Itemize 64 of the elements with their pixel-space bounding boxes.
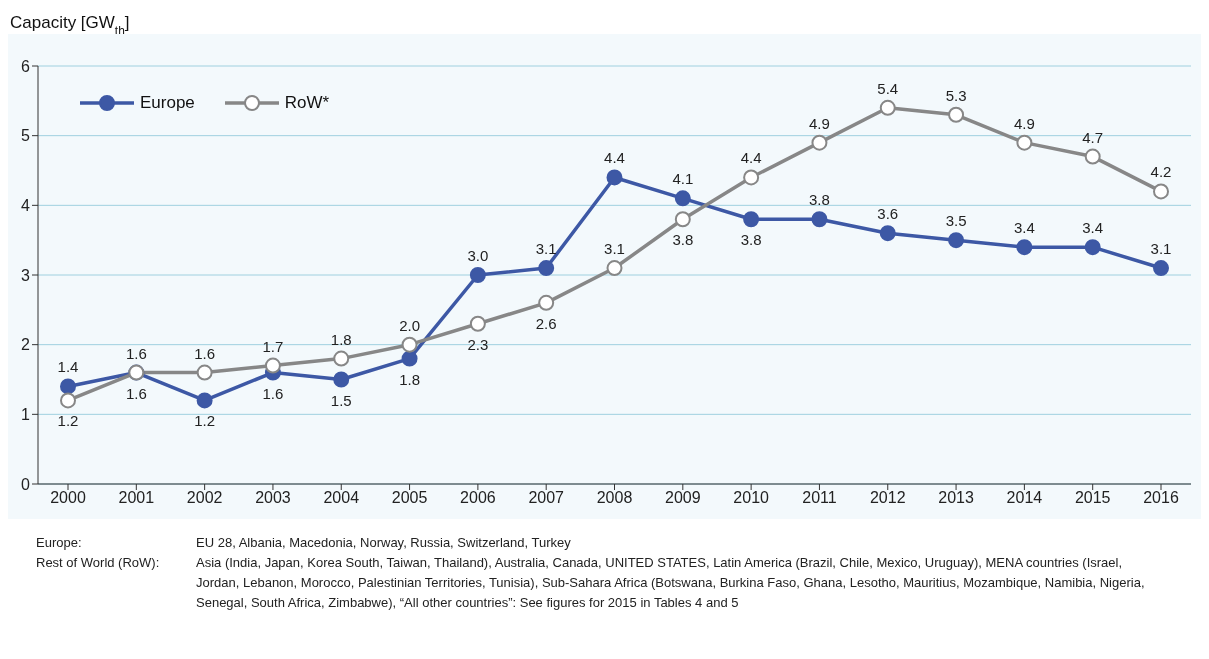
data-label: 1.6	[194, 344, 216, 362]
x-tick-label: 2001	[118, 489, 155, 507]
data-label: 1.6	[125, 344, 147, 362]
legend-label: RoW*	[284, 93, 330, 113]
x-tick-label: 2005	[391, 489, 428, 507]
data-label: 5.3	[945, 86, 967, 104]
data-label: 1.4	[57, 358, 79, 376]
x-tick-label: 2004	[323, 489, 360, 507]
data-label: 3.8	[809, 191, 830, 209]
data-label: 1.2	[194, 412, 216, 430]
data-label: 1.2	[57, 412, 79, 430]
data-label: 2.3	[467, 335, 489, 353]
x-tick-label: 2009	[665, 489, 701, 507]
data-label: 4.9	[809, 114, 830, 132]
data-label: 2.0	[399, 316, 420, 334]
data-label: 3.6	[877, 205, 899, 223]
y-tick-label: 3	[21, 266, 31, 284]
data-label: 4.4	[604, 149, 625, 167]
data-label: 5.4	[877, 79, 899, 97]
data-label: 3.1	[1150, 240, 1172, 258]
data-label: 3.0	[467, 247, 489, 264]
x-tick-label: 2008	[596, 489, 633, 507]
data-label: 2.6	[535, 314, 557, 332]
data-label: 1.8	[399, 370, 420, 388]
x-tick-label: 2000	[50, 489, 86, 507]
y-tick-label: 2	[21, 336, 31, 354]
x-tick-label: 2016	[1143, 489, 1179, 507]
data-label: 3.1	[535, 240, 557, 258]
data-label: 3.4	[1082, 219, 1104, 237]
x-tick-label: 2012	[869, 489, 906, 507]
data-label: 3.8	[740, 231, 762, 249]
text: EU 28, Albania, Macedonia, Norway, Russia, Switzerland, Turkey	[196, 534, 572, 552]
x-tick-label: 2006	[460, 489, 496, 507]
data-label: 4.4	[740, 149, 762, 167]
x-tick-label: 2014	[1006, 489, 1043, 507]
data-label: 1.6	[125, 384, 147, 402]
y-tick-label: 5	[21, 127, 31, 145]
data-label: 3.5	[945, 212, 967, 230]
x-tick-label: 2011	[802, 489, 837, 507]
data-label: 3.4	[1013, 219, 1035, 237]
x-tick-label: 2002	[186, 489, 223, 507]
data-label: 1.6	[262, 384, 284, 402]
legend-label: Europe	[140, 93, 195, 113]
data-label: 4.1	[672, 170, 694, 188]
y-tick-label: 6	[21, 57, 31, 75]
x-tick-label: 2015	[1074, 489, 1111, 507]
x-tick-label: 2007	[528, 489, 565, 507]
text: Asia (India, Japan, Korea South, Taiwan, Thailand), Australia, Canada, UNITED STATES, Latin America (Brazil, Chile, Mexico, Uruguay), MENA countries (Israel, Jordan, Lebanon, Morocco, Palestinian Territories, Tunisia), Sub-Sahara Africa (Botswana, Burkina Faso, Ghana, Lesotho, Mauritius, Mozambique, Namibia, Nigeria, Senegal, South Africa, Zimbabwe), “All other countries”: See figures for 2015 in Tables 4 and 5	[196, 554, 1146, 612]
data-label: 1.8	[330, 330, 352, 348]
data-label: 4.2	[1150, 163, 1172, 181]
x-tick-label: 2013	[938, 489, 974, 507]
data-label: 1.7	[262, 337, 284, 355]
text: Europe:	[36, 534, 83, 552]
x-tick-label: 2003	[255, 489, 291, 507]
y-tick-label: 0	[21, 475, 31, 493]
data-label: 4.9	[1013, 114, 1035, 132]
x-tick-label: 2010	[733, 489, 770, 507]
y-tick-label: 1	[21, 406, 31, 424]
data-label: 3.1	[604, 240, 625, 258]
text: Rest of World (RoW):	[36, 554, 161, 572]
data-label: 4.7	[1082, 128, 1104, 146]
data-label: 1.5	[330, 391, 352, 409]
y-tick-label: 4	[21, 197, 31, 215]
data-label: 3.8	[672, 231, 694, 249]
